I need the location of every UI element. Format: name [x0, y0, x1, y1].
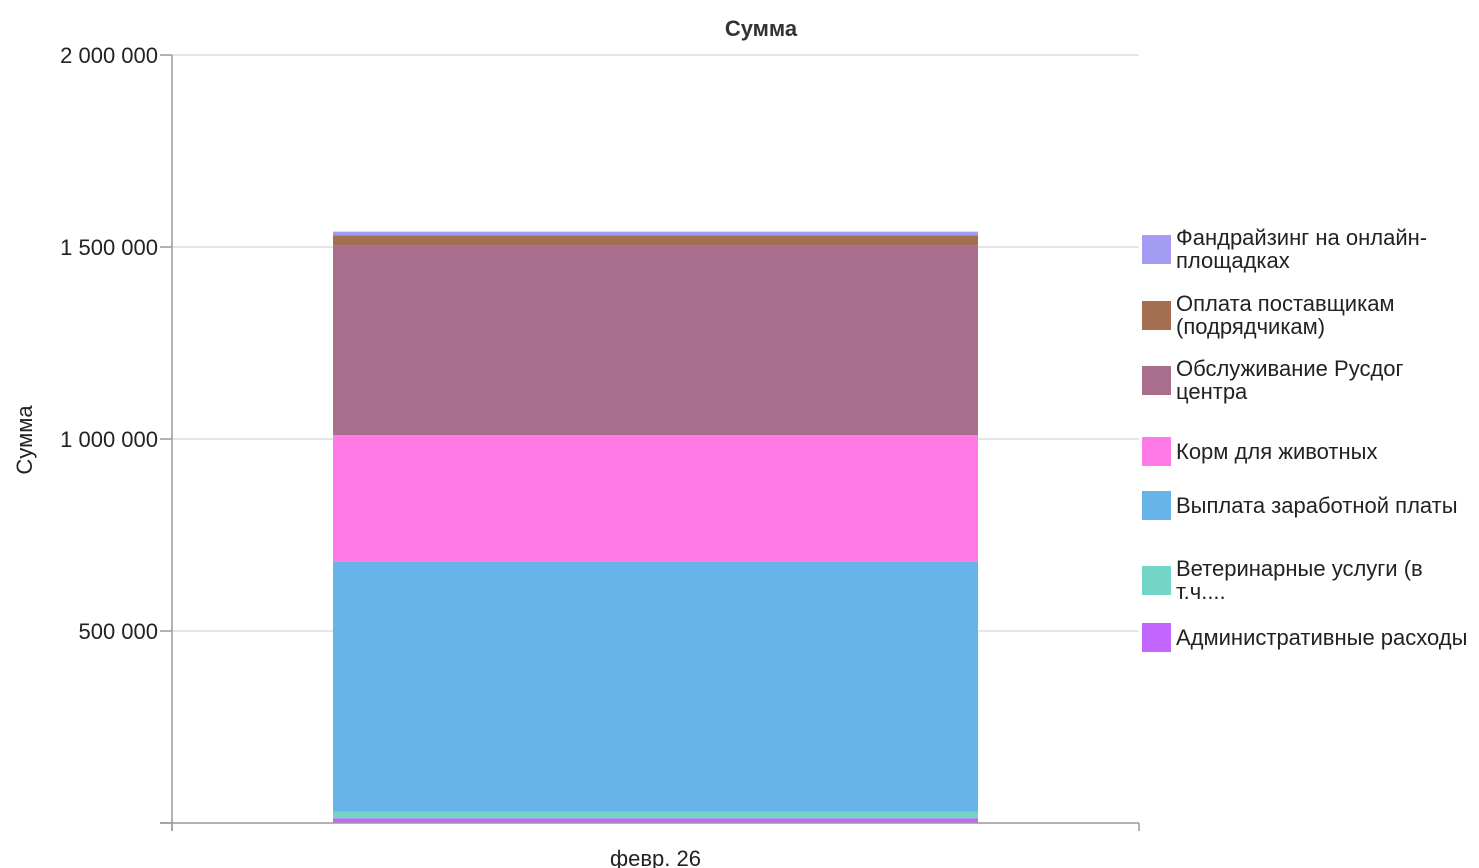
legend-label: Фандрайзинг на онлайн-площадках [1176, 225, 1428, 273]
legend-label: Выплата заработной платы [1176, 493, 1458, 518]
legend-swatch [1142, 565, 1171, 595]
legend-swatch [1142, 437, 1171, 466]
legend-label: Административные расходы [1176, 625, 1468, 650]
legend-swatch [1142, 365, 1171, 395]
legend-item[interactable]: Административные расходы [1142, 623, 1474, 652]
legend-label: Оплата поставщикам (подрядчикам) [1176, 291, 1395, 339]
y-tick-label: 2 000 000 [60, 43, 158, 68]
bar-segment[interactable] [333, 818, 978, 823]
y-tick-label: 1 500 000 [60, 235, 158, 260]
legend-label: Корм для животных [1176, 439, 1378, 464]
bar-segment[interactable] [333, 231, 978, 236]
legend-item[interactable]: Выплата заработной платы [1142, 491, 1474, 520]
x-axis-ticks: февр. 26 [610, 846, 701, 868]
chart-title: Сумма [725, 16, 798, 41]
legend-swatch [1142, 300, 1171, 330]
x-tick-label: февр. 26 [610, 846, 701, 868]
legend-swatch [1142, 623, 1171, 652]
legend-item[interactable]: Оплата поставщикам (подрядчикам) [1142, 292, 1474, 338]
y-axis-title: Сумма [12, 405, 37, 475]
legend-swatch [1142, 491, 1171, 520]
legend-label: Обслуживание Русдог центра [1176, 356, 1404, 404]
bar-segment[interactable] [333, 245, 978, 436]
bar-stack [333, 231, 978, 823]
bar-segment[interactable] [333, 235, 978, 246]
y-tick-label: 1 000 000 [60, 427, 158, 452]
legend-label: Ветеринарные услуги (в т.ч.... [1176, 556, 1423, 604]
legend-item[interactable]: Фандрайзинг на онлайн-площадках [1142, 226, 1474, 272]
bar-segment[interactable] [333, 435, 978, 562]
legend-item[interactable]: Корм для животных [1142, 437, 1474, 466]
y-tick-label: 500 000 [78, 619, 158, 644]
legend-item[interactable]: Обслуживание Русдог центра [1142, 357, 1474, 403]
bar-segment[interactable] [333, 561, 978, 812]
bar-segment[interactable] [333, 811, 978, 819]
y-axis-ticks: 500 000 1 000 000 1 500 000 2 000 000 [60, 43, 172, 824]
legend-item[interactable]: Ветеринарные услуги (в т.ч.... [1142, 557, 1474, 603]
legend-swatch [1142, 234, 1171, 264]
